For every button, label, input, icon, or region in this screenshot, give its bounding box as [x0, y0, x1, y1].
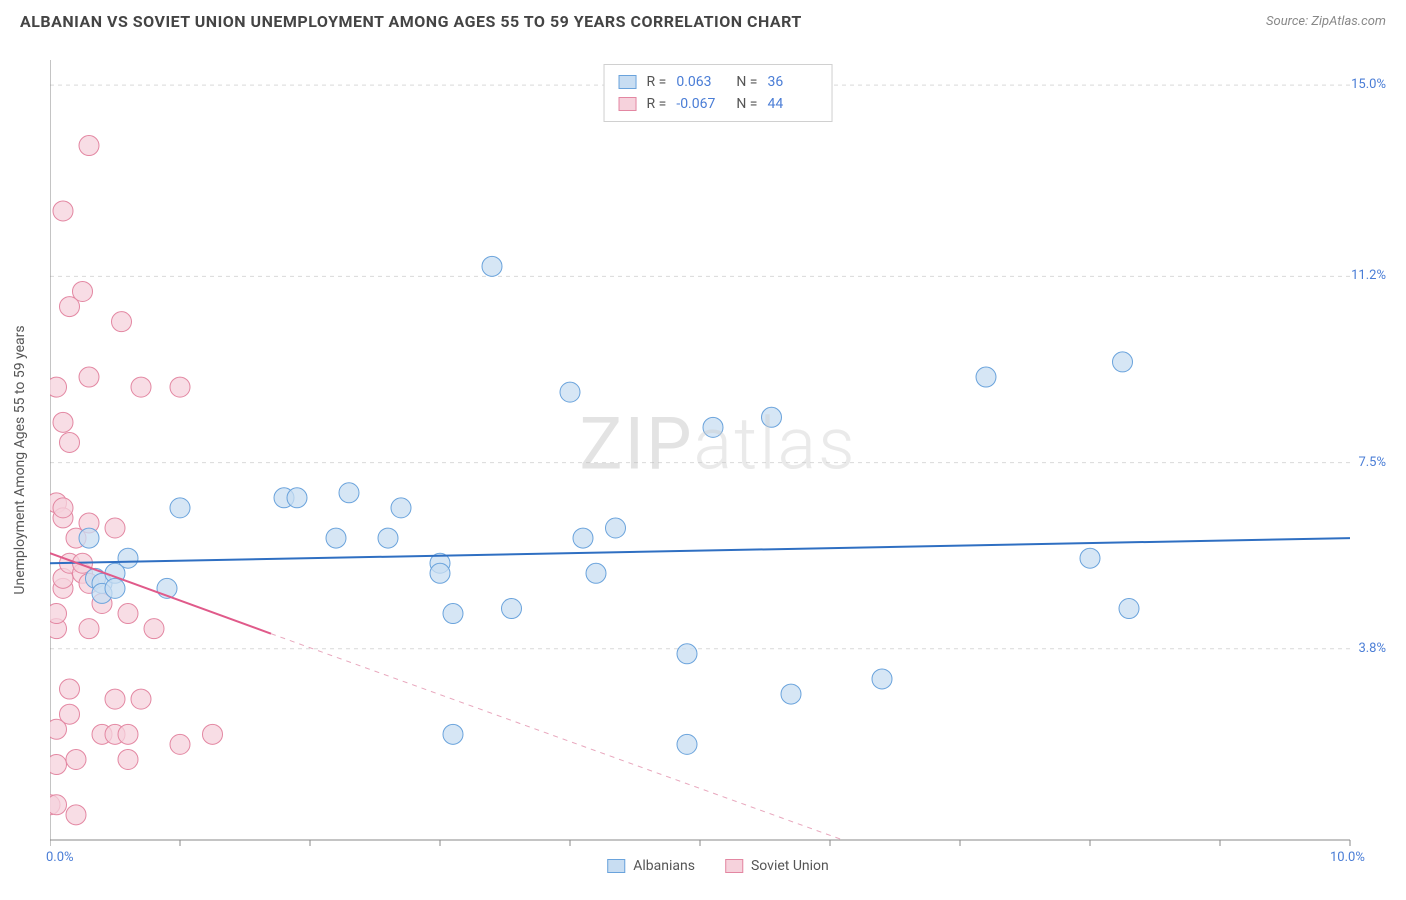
legend-row-soviet: R = -0.067 N = 44: [619, 93, 818, 115]
n-value-albanians: 36: [767, 71, 817, 93]
y-tick-label: 7.5%: [1358, 455, 1386, 470]
chart-title: ALBANIAN VS SOVIET UNION UNEMPLOYMENT AM…: [20, 12, 802, 31]
correlation-legend: R = 0.063 N = 36 R = -0.067 N = 44: [604, 64, 833, 122]
legend-item-soviet: Soviet Union: [725, 858, 829, 874]
legend-item-albanians: Albanians: [607, 858, 695, 874]
x-tick-label: 0.0%: [46, 850, 74, 865]
n-label: N =: [736, 71, 757, 93]
r-value-albanians: 0.063: [676, 71, 726, 93]
series-legend: Albanians Soviet Union: [607, 858, 829, 874]
r-value-soviet: -0.067: [676, 93, 726, 115]
scatter-plot-svg: [50, 50, 1386, 900]
r-label: R =: [647, 93, 667, 115]
chart-header: ALBANIAN VS SOVIET UNION UNEMPLOYMENT AM…: [0, 0, 1406, 39]
swatch-albanians-bottom: [607, 859, 625, 873]
chart-source: Source: ZipAtlas.com: [1266, 14, 1386, 29]
chart-area: Unemployment Among Ages 55 to 59 years Z…: [50, 50, 1386, 870]
n-label: N =: [736, 93, 757, 115]
swatch-soviet: [619, 97, 637, 111]
swatch-soviet-bottom: [725, 859, 743, 873]
legend-row-albanians: R = 0.063 N = 36: [619, 71, 818, 93]
legend-label-albanians: Albanians: [633, 858, 695, 874]
r-label: R =: [647, 71, 667, 93]
y-tick-label: 11.2%: [1351, 268, 1386, 283]
y-tick-label: 15.0%: [1351, 77, 1386, 92]
swatch-albanians: [619, 75, 637, 89]
y-tick-label: 3.8%: [1358, 641, 1386, 656]
n-value-soviet: 44: [767, 93, 817, 115]
x-tick-label: 10.0%: [1330, 850, 1365, 865]
y-axis-label: Unemployment Among Ages 55 to 59 years: [12, 325, 28, 594]
legend-label-soviet: Soviet Union: [751, 858, 829, 874]
